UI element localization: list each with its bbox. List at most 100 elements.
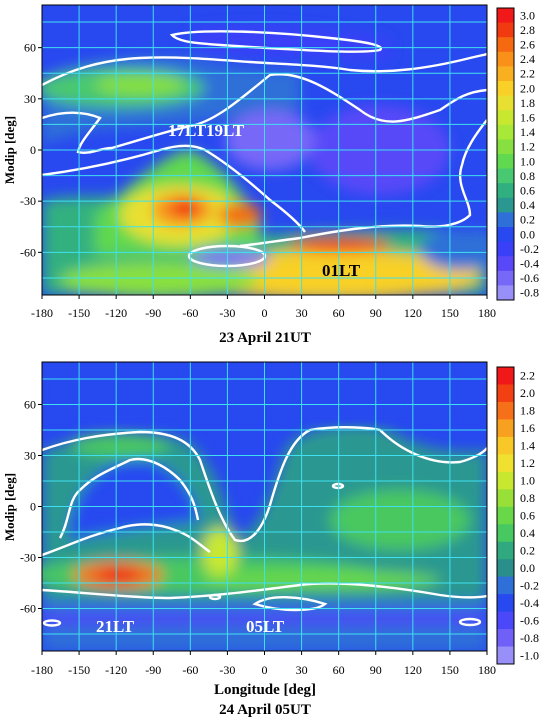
panel-2-colorbar-tick-label: 0.8 (520, 491, 535, 505)
panel-1-y-axis-label: Modip [deg] (2, 116, 17, 184)
panel-2-x-tick-label: -60 (182, 663, 198, 677)
panel-1-y-tick-label: -30 (20, 194, 36, 208)
panel-2-contour-south (42, 582, 487, 600)
panel-1-annotation-17lt: 17LT (168, 121, 207, 140)
panel-2-x-tick-label: 90 (370, 663, 382, 677)
panel-1-x-tick-label: -180 (31, 306, 53, 320)
panel-1-colorbar-swatch (497, 51, 514, 67)
panel-2-colorbar-tick-label: 1.2 (520, 456, 535, 470)
panel-1-colorbar-swatch (497, 270, 514, 286)
panel-2-x-tick-label: 0 (262, 663, 268, 677)
panel-1-colorbar-tick-label: -0.6 (520, 271, 539, 285)
panel-2-y-tick-label: 30 (24, 449, 36, 463)
panel-1-colorbar-swatch (497, 95, 514, 111)
panel-1: -180 -150 -120 -90 -60 -30 0 30 60 90 120 150 180 60… (2, 4, 539, 346)
panel-2-colorbar-swatch (497, 506, 514, 525)
panel-1-heatmap-field (42, 5, 487, 295)
panel-1-colorbar-swatch (497, 285, 514, 301)
panel-2-colorbar-swatch (497, 594, 514, 613)
panel-2-y-tick-label: 60 (24, 398, 36, 412)
panel-1-caption: 23 April 21UT (219, 330, 311, 346)
panel-2-plot-frame (41, 361, 488, 652)
panel-2-annotation-05lt: 05LT (246, 617, 285, 636)
panel-2-colorbar-swatch (497, 471, 514, 490)
panel-1-region-depletion (190, 249, 270, 267)
panel-2-region-red-west (96, 568, 140, 582)
panel-2-contour-inner-west (58, 457, 200, 539)
panel-2-contour-lower-west (42, 523, 211, 557)
panel-2-colorbar-swatch (497, 646, 514, 665)
panel-1-colorbar-tick-label: 1.2 (520, 140, 535, 154)
panel-1-colorbar-frame (496, 7, 515, 301)
panel-1-y-tick-labels: 60 30 0 -30 -60 (20, 41, 36, 260)
panel-2-x-tick-label: -90 (145, 663, 161, 677)
panel-1-colorbar-swatch (497, 124, 514, 140)
panel-2-x-tick-label: 180 (478, 663, 496, 677)
panel-1-region-violet-core (225, 110, 315, 170)
panel-1-colorbar-tick-label: 1.0 (520, 154, 535, 168)
panel-2-x-axis-label: Longitude [deg] (214, 682, 316, 698)
panel-1-region-orange-mid (218, 203, 262, 227)
panel-2-colorbar-tick-label: -0.8 (520, 631, 539, 645)
panel-1-x-tick-label: -120 (105, 306, 127, 320)
panel-1-colorbar-swatch (497, 81, 514, 97)
panel-1-x-tick-label: 120 (404, 306, 422, 320)
panel-2-colorbar-tick-label: 0.2 (520, 543, 535, 557)
panel-1-colorbar-tick-label: 0.4 (520, 198, 535, 212)
panel-1-plot-frame (41, 4, 488, 296)
panel-2-colorbar-swatch (497, 576, 514, 595)
panel-1-x-tick-labels: -180 -150 -120 -90 -60 -30 0 30 60 90 120 150 180 (31, 306, 496, 320)
panel-2-x-tick-label: 60 (333, 663, 345, 677)
panel-2-colorbar-tick-label: 0.0 (520, 561, 535, 575)
panel-1-annotation-01lt: 01LT (322, 261, 361, 280)
panel-1-colorbar-swatch (497, 37, 514, 53)
panel-1-colorbar-swatch (497, 256, 514, 272)
panel-1-colorbar-tick-label: 0.6 (520, 184, 535, 198)
panel-2-colorbar-swatch (497, 367, 514, 385)
panel-2-colorbar-tick-label: 0.6 (520, 509, 535, 523)
panel-1-x-tick-label: 150 (441, 306, 459, 320)
panel-1-colorbar-tick-label: 0.0 (520, 227, 535, 241)
panel-1-colorbar-swatch (497, 241, 514, 257)
panel-2-colorbar-tick-label: 1.8 (520, 404, 535, 418)
panel-1-contour-north (42, 52, 487, 87)
panel-1-x-tick-label: 30 (296, 306, 308, 320)
panel-2-colorbar-tick-label: 2.2 (520, 369, 535, 383)
panel-1-colorbar-tick-label: 2.0 (520, 81, 535, 95)
panel-1-colorbar-tick-label: 1.4 (520, 125, 535, 139)
panel-1-colorbar-swatch (497, 168, 514, 184)
panel-1-region-green-north-core (95, 75, 185, 95)
panel-2-contour-small-4 (458, 617, 482, 627)
panel-1-colorbar-swatch (497, 227, 514, 243)
panel-1-colorbar-swatch (497, 197, 514, 213)
panel-2-y-tick-label: -30 (20, 551, 36, 565)
panel-1-colorbar-swatch (497, 22, 514, 38)
panel-2-contour-upper (42, 426, 487, 543)
panel-1-colorbar-swatch (497, 183, 514, 199)
panel-1-colorbar-tick-label: 1.8 (520, 96, 535, 110)
panel-2-colorbar-tick-label: 1.0 (520, 474, 535, 488)
panel-2-region-yellow-node (202, 527, 238, 577)
panel-1-y-tick-label: 30 (24, 92, 36, 106)
panel-1-colorbar-tick-label: -0.2 (520, 242, 539, 256)
panel-2-colorbar-tick-label: -0.6 (520, 613, 539, 627)
panel-2-colorbar-swatch (497, 541, 514, 560)
panel-2-x-tick-label: -150 (68, 663, 90, 677)
panel-1-colorbar-swatch (497, 154, 514, 170)
panel-2-region-green-east (330, 490, 470, 550)
panel-2-y-tick-labels: 60 30 0 -30 -60 (20, 398, 36, 616)
panel-1-colorbar-swatch (497, 139, 514, 155)
panel-2-contour-small-2 (208, 593, 222, 601)
panel-1-contour-loop-top (169, 30, 383, 53)
panel-1-y-tick-label: 0 (30, 143, 36, 157)
panel-1-x-tick-label: 180 (478, 306, 496, 320)
panel-2-x-tick-label: 120 (404, 663, 422, 677)
panel-2-colorbar-tick-label: 1.4 (520, 439, 535, 453)
panel-2-x-tick-label: -120 (105, 663, 127, 677)
panel-2-y-tick-label: -60 (20, 602, 36, 616)
panel-2-y-tick-label: 0 (30, 500, 36, 514)
panel-2-colorbar-swatch (497, 559, 514, 578)
panel-2-region-light-green-ridge (200, 570, 440, 590)
panel-1-colorbar-swatch (497, 66, 514, 82)
panel-1-grid (38, 5, 488, 299)
